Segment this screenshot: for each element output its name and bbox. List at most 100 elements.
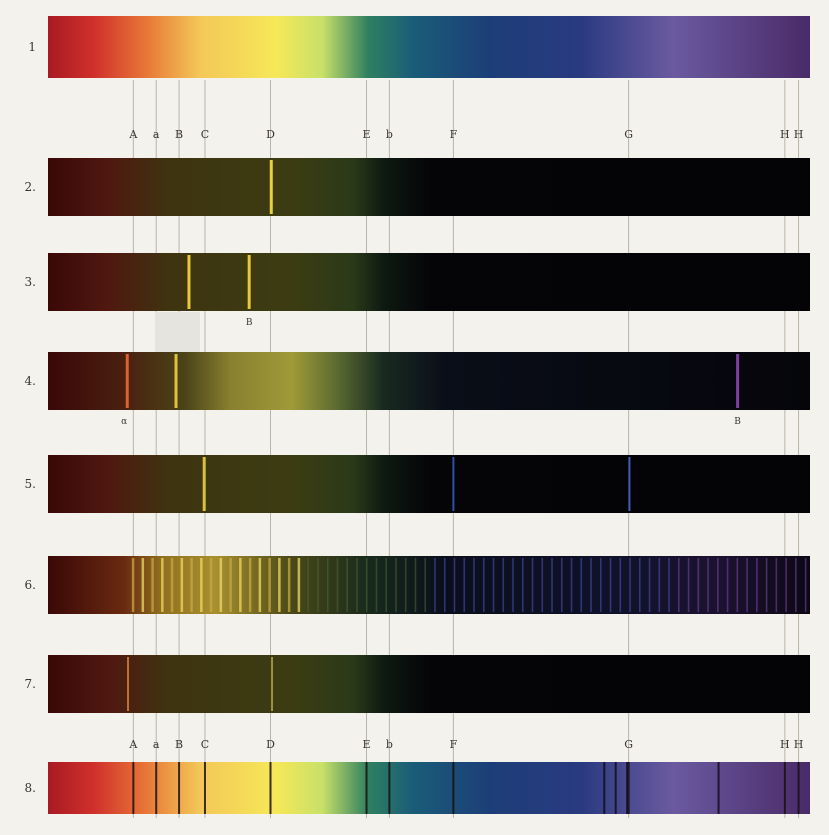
band-line <box>317 558 319 612</box>
row-number-5: 5. <box>25 477 36 491</box>
band-line <box>131 558 135 612</box>
band-line <box>151 558 154 612</box>
band-line <box>678 558 680 612</box>
band-line <box>395 558 397 612</box>
band-line <box>180 558 184 612</box>
band-line <box>404 558 407 612</box>
band-line <box>482 558 485 612</box>
band-line <box>326 558 329 612</box>
band-line <box>473 558 475 612</box>
band-line <box>492 558 495 612</box>
absorption-line <box>452 762 455 814</box>
line-mark: B <box>734 417 741 427</box>
absorption-line <box>603 762 606 814</box>
band-line <box>414 558 417 612</box>
band-line <box>424 558 427 612</box>
band-line <box>590 558 592 612</box>
absorption-line <box>388 762 391 814</box>
band-line <box>161 558 164 612</box>
band-line <box>336 558 339 612</box>
band-line <box>209 558 213 612</box>
row-number-7: 7. <box>25 677 36 691</box>
emission-line <box>247 255 251 309</box>
emission-line <box>187 255 191 309</box>
absorption-line <box>717 762 720 814</box>
absorption-line <box>155 762 158 814</box>
band-line <box>717 558 719 612</box>
band-line <box>502 558 505 612</box>
fraunhofer-label-b: b <box>386 128 393 141</box>
band-line <box>307 558 309 612</box>
absorption-line <box>797 762 800 814</box>
emission-line <box>127 657 130 711</box>
band-line <box>219 558 223 612</box>
fraunhofer-label-A: A <box>128 128 138 141</box>
band-line <box>619 558 622 612</box>
band-line <box>736 558 739 612</box>
band-line <box>141 558 145 612</box>
row-number-1: 1 <box>28 40 36 54</box>
fraunhofer-label-F: F <box>450 738 458 751</box>
row-number-2: 2. <box>25 180 36 194</box>
band-line <box>775 558 778 612</box>
spectrum-band-8 <box>48 762 810 814</box>
fraunhofer-label-D: D <box>266 128 275 141</box>
row-number-8: 8. <box>25 781 36 795</box>
band-line <box>385 558 388 612</box>
fraunhofer-label-G: G <box>624 738 633 751</box>
band-line <box>346 558 348 612</box>
absorption-line <box>614 762 617 814</box>
band-line <box>629 558 631 612</box>
fraunhofer-label-E: E <box>363 128 371 141</box>
band-line <box>443 558 446 612</box>
band-line <box>560 558 563 612</box>
fraunhofer-label-C: C <box>201 738 209 751</box>
fraunhofer-label-C: C <box>201 128 209 141</box>
band-line <box>365 558 368 612</box>
row-number-6: 6. <box>25 578 36 592</box>
band-line <box>434 558 436 612</box>
fraunhofer-label-D: D <box>266 738 275 751</box>
line-mark: α <box>121 417 127 427</box>
fraunhofer-label-b: b <box>386 738 393 751</box>
band-line <box>541 558 544 612</box>
band-line <box>170 558 174 612</box>
emission-line <box>269 160 273 214</box>
fraunhofer-label-E: E <box>363 738 371 751</box>
absorption-line <box>783 762 786 814</box>
spectrum-bands: αBαB <box>48 16 810 814</box>
band-line <box>248 558 252 612</box>
emission-line <box>736 354 740 408</box>
fraunhofer-label-F: F <box>450 128 458 141</box>
band-line <box>512 558 514 612</box>
fraunhofer-label-A: A <box>128 738 138 751</box>
absorption-line <box>178 762 181 814</box>
band-line <box>804 558 807 612</box>
band-line <box>726 558 729 612</box>
band-line <box>687 558 690 612</box>
row-number-3: 3. <box>25 275 36 289</box>
band-line <box>375 558 378 612</box>
fraunhofer-label-H: H <box>780 128 790 141</box>
fraunhofer-label-H: H <box>794 738 804 751</box>
fraunhofer-label-B: B <box>175 738 183 751</box>
band-line <box>521 558 524 612</box>
absorption-line <box>626 762 629 814</box>
band-line <box>278 558 281 612</box>
absorption-line <box>269 762 272 814</box>
spectrum-band-5 <box>48 455 810 513</box>
absorption-line <box>203 762 206 814</box>
fraunhofer-label-B: B <box>175 128 183 141</box>
band-line <box>639 558 641 612</box>
band-line <box>785 558 787 612</box>
band-line <box>648 558 651 612</box>
spectrum-band-4 <box>48 352 810 410</box>
band-line <box>551 558 553 612</box>
band-line <box>599 558 602 612</box>
band-line <box>229 558 232 612</box>
spectrum-band-1 <box>48 16 810 78</box>
emission-line <box>628 457 631 511</box>
band-line <box>765 558 768 612</box>
fraunhofer-label-G: G <box>624 128 633 141</box>
band-line <box>668 558 670 612</box>
